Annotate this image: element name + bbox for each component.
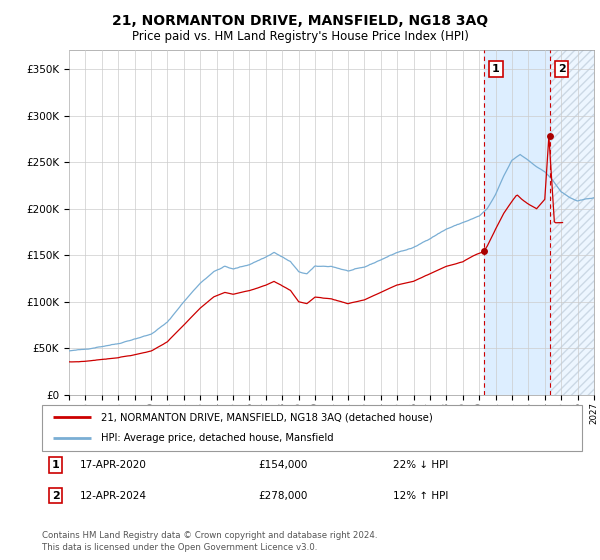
- Bar: [550, 50, 594, 395]
- Text: £278,000: £278,000: [258, 491, 307, 501]
- Bar: [550, 50, 594, 395]
- Text: HPI: Average price, detached house, Mansfield: HPI: Average price, detached house, Mans…: [101, 433, 334, 444]
- Text: 21, NORMANTON DRIVE, MANSFIELD, NG18 3AQ: 21, NORMANTON DRIVE, MANSFIELD, NG18 3AQ: [112, 14, 488, 28]
- Text: 2: 2: [558, 64, 565, 74]
- Text: Price paid vs. HM Land Registry's House Price Index (HPI): Price paid vs. HM Land Registry's House …: [131, 30, 469, 43]
- Text: 2: 2: [52, 491, 59, 501]
- Bar: [484, 50, 550, 395]
- Text: Contains HM Land Registry data © Crown copyright and database right 2024.
This d: Contains HM Land Registry data © Crown c…: [42, 531, 377, 552]
- Text: 12% ↑ HPI: 12% ↑ HPI: [393, 491, 448, 501]
- Text: 12-APR-2024: 12-APR-2024: [80, 491, 147, 501]
- Text: 17-APR-2020: 17-APR-2020: [80, 460, 146, 470]
- Text: 21, NORMANTON DRIVE, MANSFIELD, NG18 3AQ (detached house): 21, NORMANTON DRIVE, MANSFIELD, NG18 3AQ…: [101, 412, 433, 422]
- Text: 22% ↓ HPI: 22% ↓ HPI: [393, 460, 448, 470]
- Text: £154,000: £154,000: [258, 460, 307, 470]
- FancyBboxPatch shape: [42, 405, 582, 451]
- Text: 1: 1: [52, 460, 59, 470]
- Text: 1: 1: [492, 64, 500, 74]
